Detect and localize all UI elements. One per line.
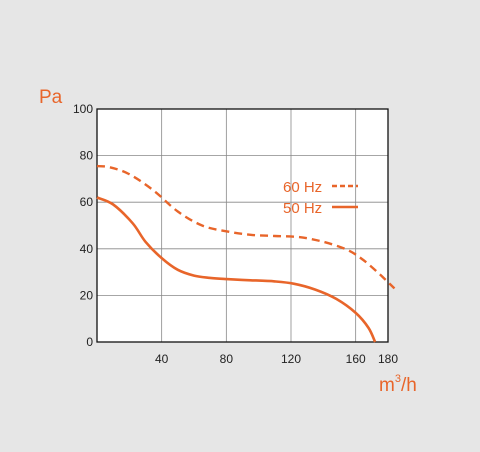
y-tick-label: 40 — [80, 242, 94, 256]
legend: 60 Hz 50 Hz — [283, 179, 358, 217]
x-axis-label-tail: /h — [401, 375, 417, 396]
x-axis-label-superscript: 3 — [395, 373, 401, 385]
x-tick-label: 120 — [281, 352, 301, 366]
y-tick-label: 20 — [80, 288, 94, 302]
series-line-60hz — [96, 164, 396, 290]
series-lines — [96, 164, 396, 343]
x-axis-label: m3/h — [379, 373, 417, 396]
x-tick-labels: 40 80 120 160 180 — [155, 352, 398, 366]
x-tick-label: 80 — [220, 352, 234, 366]
x-tick-label: 160 — [346, 352, 366, 366]
plot-area — [97, 109, 388, 342]
x-tick-label: 180 — [378, 352, 398, 366]
y-tick-labels: 0 20 40 60 80 100 — [73, 102, 93, 349]
x-tick-label: 40 — [155, 352, 169, 366]
series-line-50hz — [96, 196, 377, 343]
y-tick-label: 60 — [80, 195, 94, 209]
legend-label-50hz: 50 Hz — [283, 200, 322, 217]
plot-frame — [96, 108, 389, 343]
legend-label-60hz: 60 Hz — [283, 179, 322, 196]
grid-lines — [97, 109, 388, 342]
y-axis-label: Pa — [39, 87, 63, 108]
y-tick-label: 80 — [80, 149, 94, 163]
y-tick-label: 0 — [86, 335, 93, 349]
y-tick-label: 100 — [73, 102, 93, 116]
x-axis-label-base: m — [379, 375, 395, 396]
